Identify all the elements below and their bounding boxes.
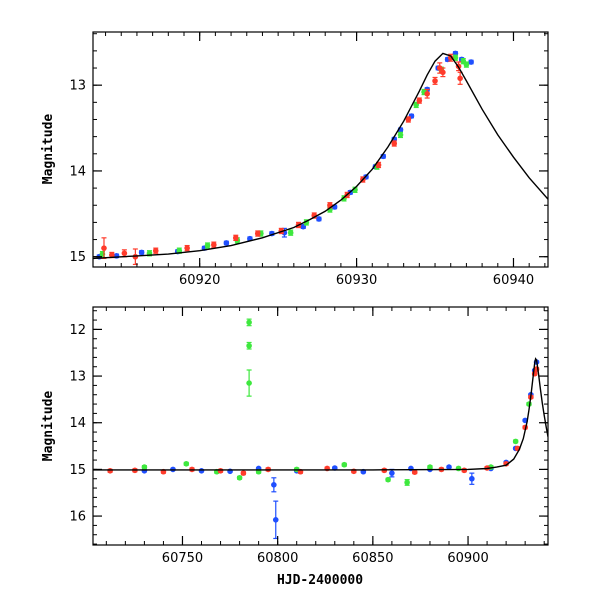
top-panel-y-axis-label: Magnitude (41, 114, 56, 185)
top-y-tick-label: 14 (69, 164, 86, 179)
top-data-point (391, 140, 398, 147)
top-data-point (211, 241, 217, 248)
bottom-data-point (411, 469, 418, 476)
bottom-data-point (183, 461, 190, 467)
bottom-data-point (427, 464, 433, 470)
bottom-y-tick-label: 15 (69, 463, 86, 478)
bottom-model-curve (93, 357, 548, 471)
bottom-y-tick-label: 13 (69, 370, 86, 385)
top-data-point (416, 97, 423, 104)
top-series-2 (101, 53, 463, 266)
top-data-point (223, 240, 230, 246)
bottom-data-point (271, 482, 277, 488)
top-x-tick-label: 60940 (493, 273, 534, 288)
top-data-point (405, 116, 412, 123)
bottom-data-point (455, 465, 462, 472)
bottom-data-point (341, 461, 348, 468)
top-y-tick-label: 13 (69, 79, 86, 94)
top-plot-area (93, 50, 548, 266)
bottom-data-point (246, 342, 252, 349)
top-data-point (152, 247, 159, 254)
bottom-x-tick-label: 60800 (257, 551, 298, 566)
top-data-point (316, 216, 322, 222)
top-data-point (440, 69, 446, 76)
bottom-series-2 (107, 366, 540, 476)
top-model-curve (93, 52, 548, 260)
bottom-data-point (469, 475, 475, 482)
top-data-point (424, 90, 430, 97)
bottom-data-point (461, 467, 468, 474)
top-data-point (138, 249, 145, 256)
top-y-tick-label: 15 (69, 250, 86, 265)
top-data-point (463, 61, 470, 68)
bottom-data-point (512, 438, 519, 445)
bottom-series-0 (141, 359, 540, 540)
bottom-y-tick-label: 12 (69, 323, 86, 338)
top-series-0 (96, 50, 474, 260)
top-data-point (232, 235, 239, 241)
top-data-point (254, 230, 261, 237)
bottom-data-point (246, 319, 252, 326)
bottom-y-tick-label: 14 (69, 416, 86, 431)
bottom-data-point (404, 479, 410, 486)
top-data-point (204, 242, 211, 249)
bottom-data-point (446, 464, 452, 470)
bottom-data-point (107, 468, 113, 474)
bottom-plot-area (93, 318, 548, 540)
bottom-x-tick-label: 60900 (447, 551, 488, 566)
top-data-point (287, 229, 294, 236)
top-data-point (436, 65, 443, 71)
top-data-point (101, 245, 107, 251)
bottom-panel-y-axis-label: Magnitude (41, 391, 56, 462)
bottom-data-point (246, 380, 252, 386)
top-data-point (184, 245, 190, 251)
top-data-point (468, 59, 474, 65)
top-data-point (121, 250, 128, 257)
bottom-data-point (141, 464, 148, 470)
bottom-panel-frame (92, 306, 549, 546)
bottom-data-point (236, 475, 243, 481)
bottom-y-tick-label: 16 (69, 510, 86, 525)
bottom-panel-x-axis-label: HJD-2400000 (277, 573, 363, 588)
top-x-tick-label: 60920 (179, 273, 220, 288)
bottom-x-tick-label: 60750 (162, 551, 203, 566)
top-data-point (375, 162, 382, 168)
top-series-1 (99, 54, 470, 258)
top-panel-frame (92, 31, 549, 268)
top-data-point (452, 54, 459, 61)
top-data-point (432, 78, 438, 84)
bottom-data-point (389, 470, 395, 476)
bottom-x-tick-label: 60850 (352, 551, 393, 566)
bottom-panel-full-light-curve: Magnitude HJD-2400000 60750 60800 60850 609… (41, 306, 549, 588)
top-x-tick-label: 60930 (336, 273, 377, 288)
top-data-point (397, 132, 404, 138)
bottom-data-point (240, 470, 247, 476)
top-data-point (109, 252, 115, 258)
bottom-data-point (385, 476, 391, 483)
bottom-data-point (198, 468, 205, 474)
top-panel-zoom-light-curve: Magnitude 60920 60930 60940 13 14 15 (41, 31, 549, 288)
top-data-point (457, 75, 463, 82)
bottom-series-1 (141, 318, 532, 486)
bottom-data-point (217, 468, 224, 474)
bottom-data-point (272, 517, 279, 523)
